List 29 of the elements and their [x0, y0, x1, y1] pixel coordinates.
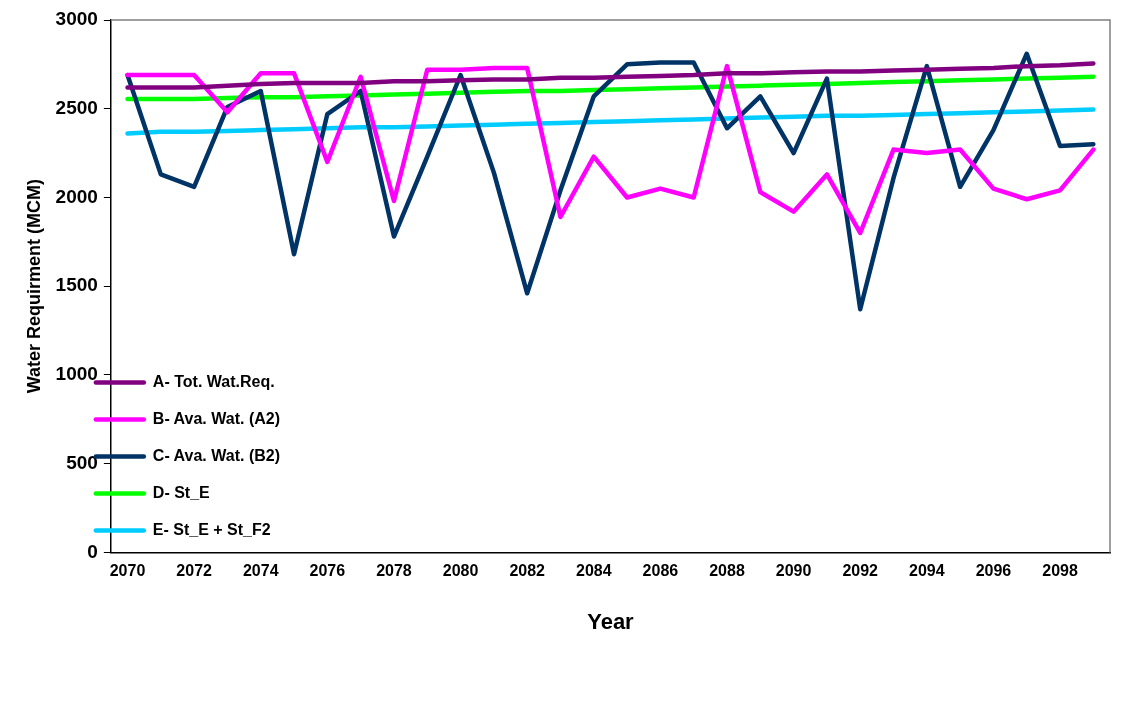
x-tick-label: 2070 — [109, 562, 146, 580]
y-tick-label: 500 — [66, 451, 98, 473]
y-tick-label: 2000 — [55, 185, 98, 207]
legend-label: A- Tot. Wat.Req. — [152, 372, 275, 390]
x-tick-label: 2090 — [775, 562, 812, 580]
x-tick-label: 2074 — [242, 562, 279, 580]
y-tick-label: 1500 — [55, 274, 98, 296]
x-tick-label: 2096 — [975, 562, 1012, 580]
x-tick-label: 2072 — [176, 562, 213, 580]
legend-label: E- St_E + St_F2 — [152, 520, 271, 538]
x-tick-label: 2080 — [442, 562, 479, 580]
x-tick-label: 2098 — [1042, 562, 1078, 580]
x-tick-label: 2082 — [509, 562, 546, 580]
x-tick-label: 2076 — [309, 562, 346, 580]
y-axis-title: Water Requirment (MCM) — [23, 179, 44, 394]
y-tick-label: 0 — [87, 540, 98, 562]
legend-label: B- Ava. Wat. (A2) — [152, 409, 280, 427]
x-axis-title: Year — [587, 608, 635, 634]
x-tick-label: 2092 — [842, 562, 879, 580]
x-tick-label: 2094 — [909, 562, 945, 580]
y-tick-label: 2500 — [55, 96, 98, 118]
x-tick-label: 2088 — [709, 562, 745, 580]
x-tick-label: 2086 — [642, 562, 679, 580]
legend-label: D- St_E — [152, 483, 211, 501]
x-tick-label: 2084 — [575, 562, 612, 580]
x-tick-label: 2078 — [376, 562, 412, 580]
legend-label: C- Ava. Wat. (B2) — [152, 446, 280, 464]
y-tick-label: 1000 — [55, 363, 98, 385]
y-tick-label: 3000 — [55, 8, 98, 30]
